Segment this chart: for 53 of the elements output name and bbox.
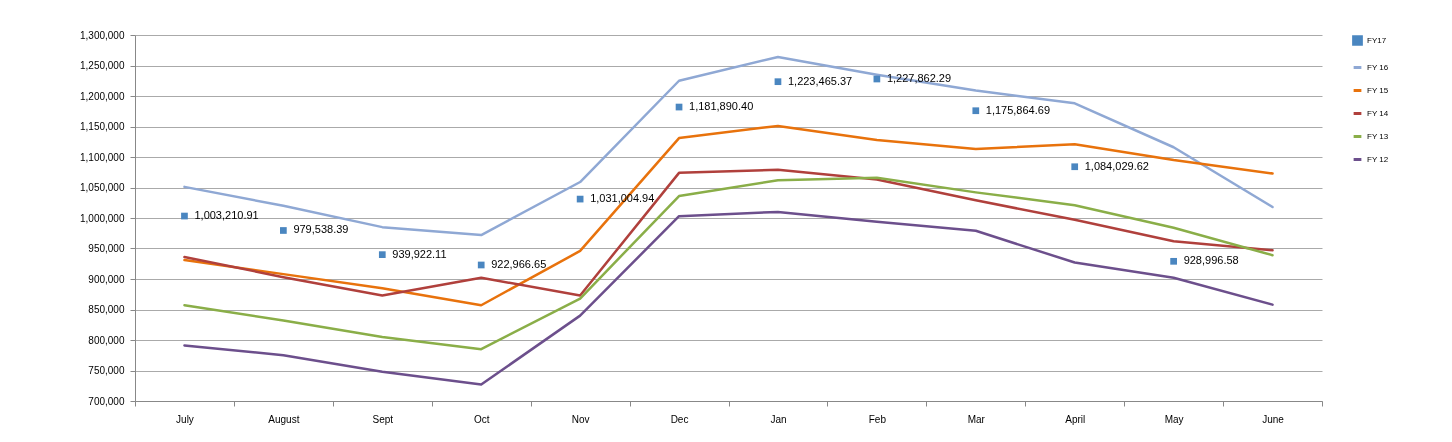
data-label: 922,966.65 <box>491 257 547 270</box>
point <box>280 227 287 234</box>
y-tick-label: 1,150,000 <box>80 121 125 132</box>
legend-label: FY 16 <box>1367 62 1389 72</box>
y-tick-label: 1,250,000 <box>80 60 125 71</box>
data-label: 1,181,890.40 <box>689 100 754 113</box>
legend-label: FY 15 <box>1367 85 1389 95</box>
data-label: 979,538.39 <box>293 223 349 236</box>
line-series <box>183 176 1274 351</box>
x-tick-label: August <box>268 413 300 425</box>
point <box>972 107 980 115</box>
legend-label: FY 14 <box>1367 108 1389 118</box>
x-tick-label: Nov <box>571 413 590 425</box>
legend-label: FY 12 <box>1367 154 1389 164</box>
y-tick-label: 700,000 <box>88 395 125 407</box>
data-label: 1,175,864.69 <box>985 103 1051 116</box>
y-tick-label: 1,000,000 <box>80 212 125 224</box>
x-tick-label: Dec <box>670 413 689 425</box>
x-tick-label: Jan <box>770 413 787 425</box>
point <box>378 251 386 258</box>
legend-label: FY17 <box>1367 35 1387 45</box>
point <box>181 212 188 220</box>
x-tick-label: July <box>176 413 194 425</box>
y-tick-label: 1,200,000 <box>80 90 125 102</box>
y-tick-label: 1,100,000 <box>80 151 125 163</box>
data-label: 928,996.58 <box>1183 254 1239 267</box>
y-tick-label: 1,050,000 <box>80 182 125 193</box>
data-label: 939,922.11 <box>392 247 447 260</box>
x-tick-label: Feb <box>868 413 887 425</box>
data-label: 1,223,465.37 <box>787 74 853 87</box>
x-tick-label: May <box>1164 413 1184 425</box>
line-series <box>183 124 1274 307</box>
x-tick-label: Sept <box>372 413 394 425</box>
x-tick-label: April <box>1065 413 1086 425</box>
y-tick-label: 750,000 <box>88 365 125 376</box>
point <box>1170 257 1177 265</box>
y-tick-label: 1,300,000 <box>80 29 125 41</box>
y-tick-label: 800,000 <box>88 334 125 346</box>
point <box>774 78 782 86</box>
y-tick-label: 900,000 <box>88 273 125 285</box>
point <box>1071 163 1079 171</box>
y-tick-label: 850,000 <box>88 304 125 315</box>
x-tick-label: Oct <box>473 413 490 425</box>
data-label: 1,084,029.62 <box>1084 159 1149 172</box>
data-label: 1,003,210.91 <box>194 209 259 222</box>
line-series <box>183 55 1274 237</box>
x-tick-label: June <box>1262 413 1285 425</box>
point <box>477 261 485 269</box>
y-tick-label: 950,000 <box>88 243 125 254</box>
x-tick-label: Mar <box>967 413 986 425</box>
legend-label: FY 13 <box>1367 131 1389 141</box>
line-series <box>183 210 1274 386</box>
data-label: 1,227,862.29 <box>886 72 952 84</box>
